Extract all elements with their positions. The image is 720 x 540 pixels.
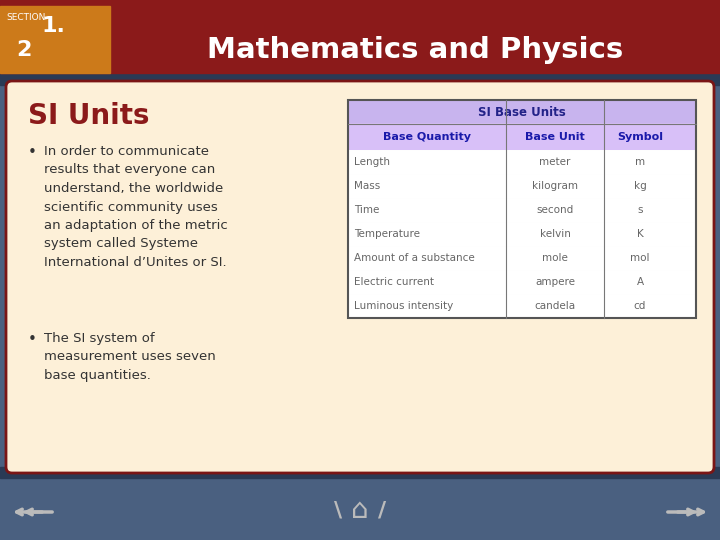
Text: Symbol: Symbol bbox=[617, 132, 663, 142]
Text: \: \ bbox=[334, 500, 342, 520]
Bar bbox=[348, 198, 696, 222]
Text: SECTION: SECTION bbox=[6, 13, 45, 22]
Text: meter: meter bbox=[539, 157, 571, 167]
Text: Time: Time bbox=[354, 205, 379, 215]
Text: Base Unit: Base Unit bbox=[525, 132, 585, 142]
Text: s: s bbox=[637, 205, 643, 215]
Text: Electric current: Electric current bbox=[354, 277, 434, 287]
Bar bbox=[348, 174, 696, 198]
Text: K: K bbox=[636, 229, 644, 239]
Text: Temperature: Temperature bbox=[354, 229, 420, 239]
Text: The SI system of
measurement uses seven
base quantities.: The SI system of measurement uses seven … bbox=[44, 332, 216, 382]
Text: SI Base Units: SI Base Units bbox=[478, 105, 566, 118]
Bar bbox=[348, 124, 696, 150]
Text: 2: 2 bbox=[16, 40, 32, 60]
Text: kg: kg bbox=[634, 181, 647, 191]
Bar bbox=[348, 100, 696, 124]
Text: candela: candela bbox=[534, 301, 575, 311]
Text: Base Quantity: Base Quantity bbox=[383, 132, 471, 142]
Text: ⌂: ⌂ bbox=[351, 496, 369, 524]
Text: •: • bbox=[28, 145, 37, 160]
Text: Luminous intensity: Luminous intensity bbox=[354, 301, 454, 311]
Bar bbox=[348, 270, 696, 294]
Text: Amount of a substance: Amount of a substance bbox=[354, 253, 474, 263]
Bar bbox=[0, 6, 110, 73]
Text: A: A bbox=[636, 277, 644, 287]
Text: m: m bbox=[635, 157, 645, 167]
Bar bbox=[0, 73, 720, 85]
Text: kelvin: kelvin bbox=[539, 229, 570, 239]
Text: Length: Length bbox=[354, 157, 390, 167]
Text: Mathematics and Physics: Mathematics and Physics bbox=[207, 36, 623, 64]
Text: mole: mole bbox=[542, 253, 568, 263]
Bar bbox=[0, 475, 720, 540]
Text: cd: cd bbox=[634, 301, 646, 311]
Text: mol: mol bbox=[630, 253, 649, 263]
Bar bbox=[0, 473, 720, 478]
Text: 1.: 1. bbox=[42, 16, 66, 36]
Bar bbox=[0, 467, 720, 475]
Text: Mass: Mass bbox=[354, 181, 380, 191]
Text: kilogram: kilogram bbox=[532, 181, 578, 191]
FancyBboxPatch shape bbox=[6, 81, 714, 473]
Bar bbox=[348, 246, 696, 270]
Bar bbox=[348, 222, 696, 246]
Text: SI Units: SI Units bbox=[28, 102, 150, 130]
Text: ampere: ampere bbox=[535, 277, 575, 287]
Text: •: • bbox=[28, 332, 37, 347]
Text: /: / bbox=[378, 500, 386, 520]
Bar bbox=[348, 150, 696, 174]
Bar bbox=[348, 100, 696, 318]
Text: second: second bbox=[536, 205, 574, 215]
Bar bbox=[0, 0, 720, 73]
Bar bbox=[348, 294, 696, 318]
Text: In order to communicate
results that everyone can
understand, the worldwide
scie: In order to communicate results that eve… bbox=[44, 145, 228, 269]
